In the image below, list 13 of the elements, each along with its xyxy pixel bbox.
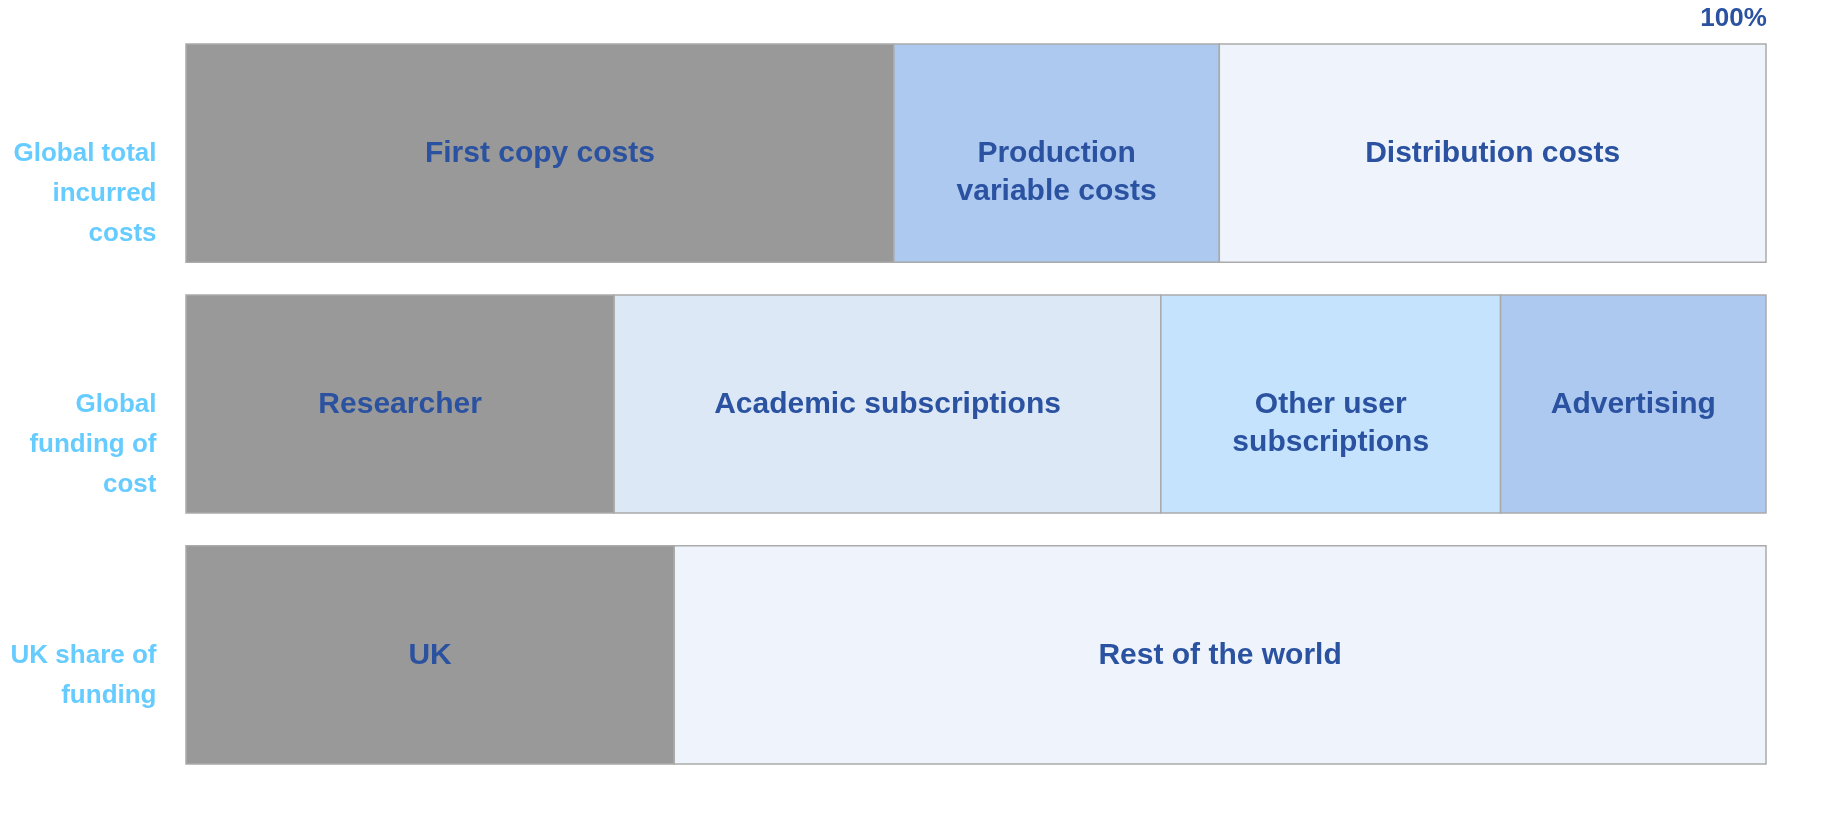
series-label: Distribution costs xyxy=(1365,135,1621,169)
y-tick-label: Global funding of cost xyxy=(29,388,157,498)
series-label: Other user subscriptions xyxy=(1232,386,1430,457)
series-label: First copy costs xyxy=(424,135,655,169)
text: 100% xyxy=(1700,2,1767,32)
series-label: Production variable costs xyxy=(956,135,1157,207)
y-tick-label: UK share of funding xyxy=(10,638,157,709)
series-label: Researcher xyxy=(318,386,483,419)
series-label: Rest of the world xyxy=(1098,636,1342,670)
series-label: UK xyxy=(408,636,453,670)
y-tick-label: Global total incurred costs xyxy=(13,137,157,248)
series-label: Academic subscriptions xyxy=(714,386,1061,419)
series-label: Advertising xyxy=(1550,386,1716,419)
